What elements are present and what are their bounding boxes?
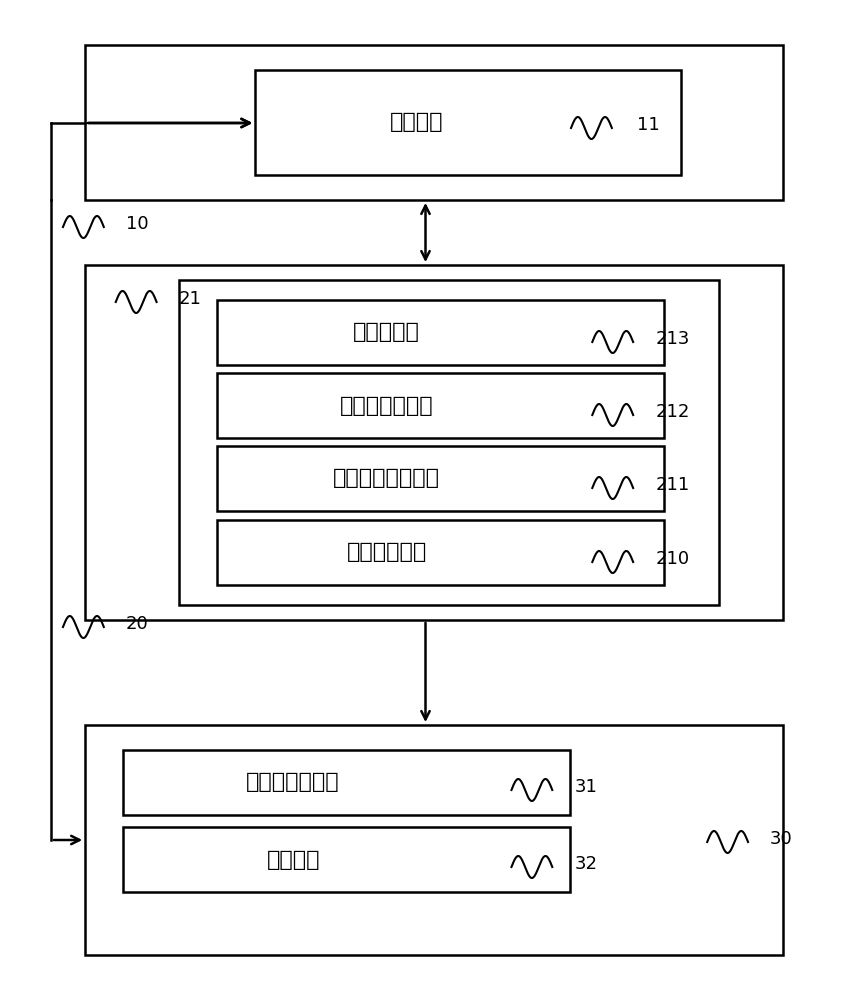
Text: 20: 20	[126, 615, 149, 633]
Bar	[85, 45, 783, 200]
Text: 出报告模块: 出报告模块	[353, 322, 420, 342]
Text: 21: 21	[179, 290, 202, 308]
Text: 直交表生成模块: 直交表生成模块	[246, 772, 340, 792]
Text: 211: 211	[655, 476, 689, 494]
Bar	[217, 520, 664, 585]
Bar	[85, 265, 783, 620]
Text: 31: 31	[574, 778, 597, 796]
Bar	[85, 725, 783, 955]
Text: 32: 32	[574, 855, 597, 873]
Text: 数码模型: 数码模型	[266, 850, 320, 869]
Text: 有限元素分析模块: 有限元素分析模块	[334, 468, 440, 488]
Text: 210: 210	[655, 550, 689, 568]
Bar	[217, 446, 664, 511]
Text: 操作界面: 操作界面	[391, 112, 443, 132]
Text: 10: 10	[126, 215, 149, 233]
Bar	[255, 70, 681, 175]
Bar	[217, 373, 664, 438]
Bar	[217, 300, 664, 365]
Text: 田口法运算模块: 田口法运算模块	[340, 395, 434, 416]
Text: 213: 213	[655, 330, 689, 348]
Bar	[123, 827, 570, 892]
Bar	[179, 280, 719, 605]
Text: 30: 30	[770, 830, 793, 848]
Text: 11: 11	[637, 116, 660, 134]
Text: 模型生成模块: 模型生成模块	[346, 542, 427, 562]
Text: 212: 212	[655, 403, 689, 421]
Bar	[123, 750, 570, 815]
